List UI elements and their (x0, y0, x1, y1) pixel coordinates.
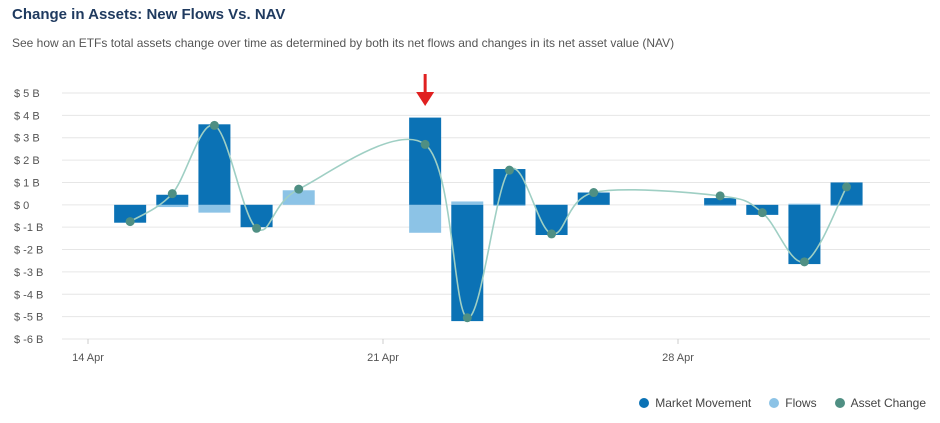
market-movement-bar (830, 182, 863, 205)
asset-change-point (715, 191, 725, 201)
page-subtitle: See how an ETFs total assets change over… (12, 36, 675, 50)
legend-item-asset-change[interactable]: Asset Change (834, 396, 926, 410)
asset-change-point (294, 184, 304, 194)
flows-bar (156, 204, 189, 208)
market-movement-bar (788, 204, 821, 265)
market-movement-bar (704, 198, 737, 205)
asset-change-point (757, 208, 767, 218)
legend-item-flows[interactable]: Flows (769, 396, 817, 410)
legend-label-market-movement: Market Movement (655, 396, 752, 410)
asset-change-swatch (834, 398, 845, 408)
legend-item-market-movement[interactable]: Market Movement (639, 396, 751, 410)
x-tick-label: 28 Apr (662, 352, 694, 364)
chart-legend: Market Movement Flows Asset Change (639, 396, 926, 410)
market-movement-bar (451, 204, 484, 322)
y-tick-label: $ -2 B (14, 245, 43, 257)
market-movement-bar (156, 194, 189, 205)
y-tick-label: $ -6 B (14, 334, 43, 346)
y-tick-label: $ 1 B (14, 177, 40, 189)
asset-change-point (209, 120, 219, 130)
y-tick-label: $ -3 B (14, 267, 43, 279)
legend-label-flows: Flows (785, 396, 817, 410)
asset-change-point (252, 223, 262, 233)
flows-bar (788, 203, 821, 205)
y-tick-label: $ -1 B (14, 222, 43, 234)
flows-swatch (769, 398, 780, 408)
asset-change-point (167, 189, 177, 199)
asset-change-point (799, 257, 809, 267)
market-movement-bar (198, 124, 231, 205)
market-movement-bar (114, 204, 147, 223)
asset-change-chart: $ 5 B $ 4 B $ 3 B $ 2 B $ 1 B $ 0 $ -1 B $ -2 B… (14, 74, 930, 364)
y-tick-label: $ -5 B (14, 312, 43, 324)
flows-bar (198, 204, 231, 213)
y-tick-label: $ 2 B (14, 155, 40, 167)
y-tick-label: $ 0 (14, 200, 29, 212)
market-movement-swatch (639, 398, 650, 408)
flows-bar (830, 204, 863, 206)
market-movement-bar (240, 204, 273, 228)
page-title: Change in Assets: New Flows Vs. NAV (12, 6, 286, 23)
y-tick-label: $ 4 B (14, 110, 40, 122)
y-tick-label: $ 5 B (14, 88, 40, 100)
x-tick-label: 21 Apr (367, 352, 399, 364)
flows-bar (493, 204, 526, 206)
flows-bar (451, 201, 484, 205)
y-tick-label: $ 3 B (14, 133, 40, 145)
asset-change-point (842, 182, 852, 192)
x-tick-label: 14 Apr (72, 352, 104, 364)
asset-change-point (420, 139, 430, 149)
asset-change-point (125, 217, 135, 227)
asset-change-point (462, 313, 472, 323)
asset-change-point (589, 188, 599, 198)
asset-change-line (129, 124, 848, 319)
asset-change-point (504, 165, 514, 175)
legend-label-asset-change: Asset Change (850, 396, 926, 410)
asset-change-point (547, 229, 557, 239)
flows-bar (409, 204, 442, 233)
annotation-arrow-head (416, 92, 435, 106)
flows-bar (704, 204, 737, 206)
y-tick-label: $ -4 B (14, 289, 43, 301)
